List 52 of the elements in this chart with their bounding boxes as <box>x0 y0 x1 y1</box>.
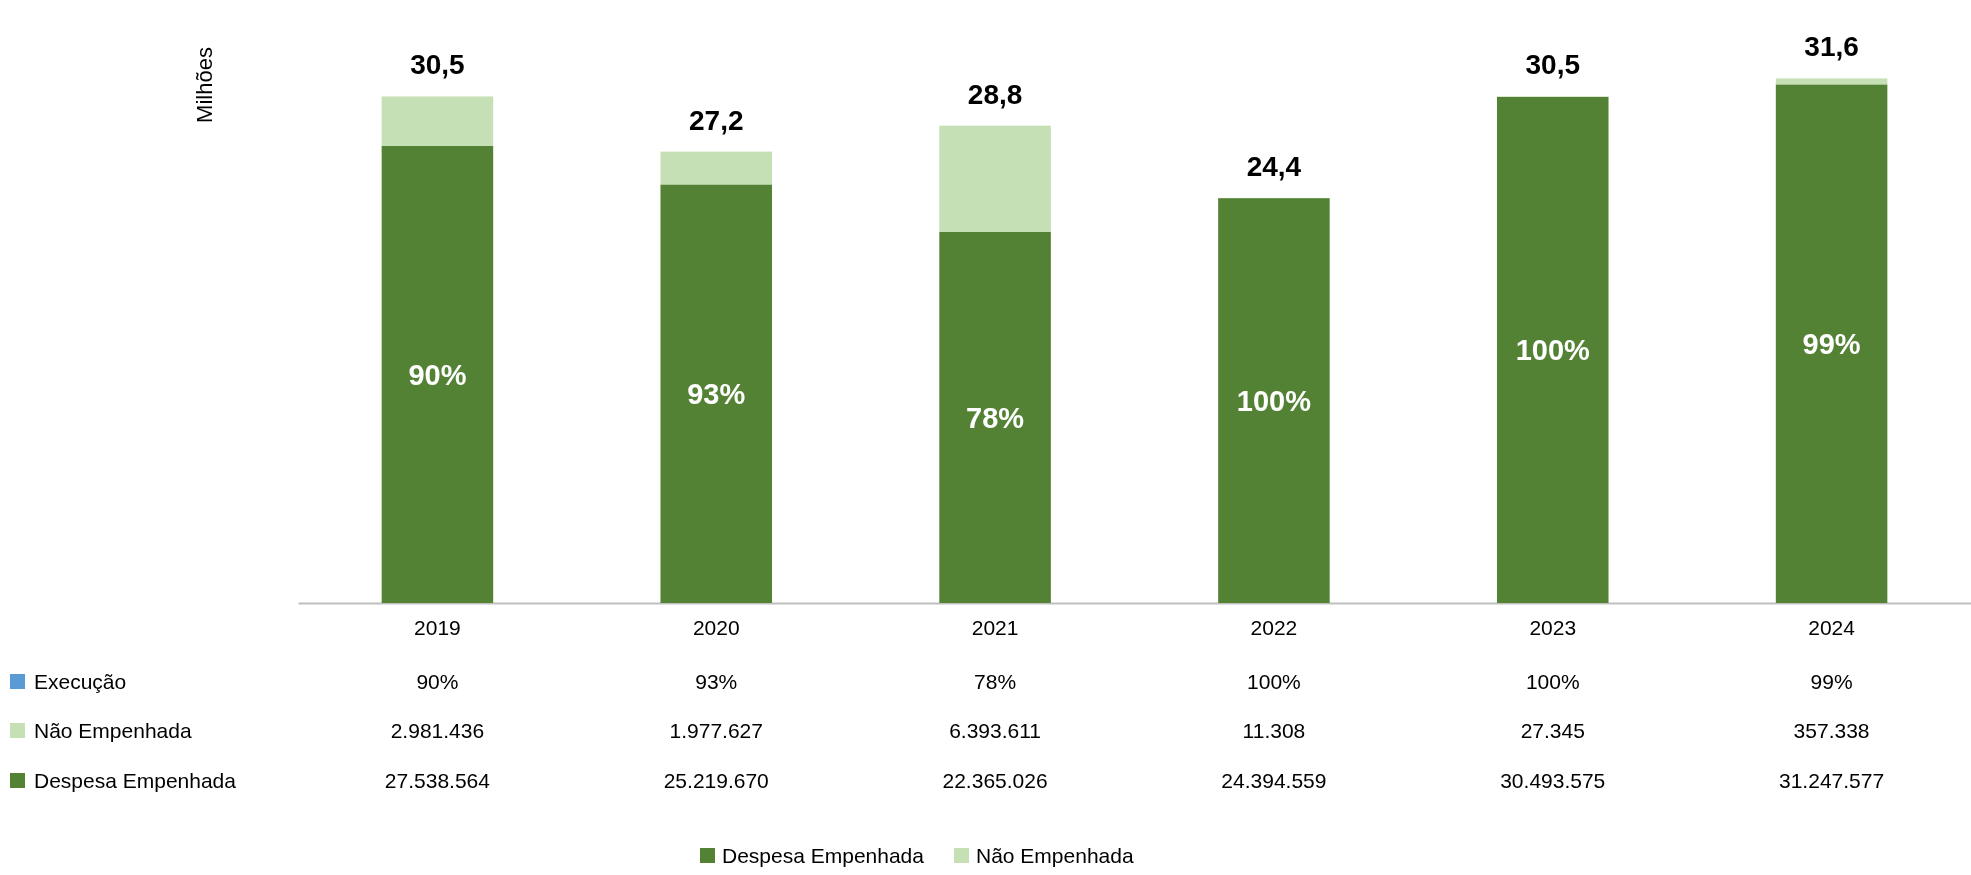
annotation: 24,4 <box>1246 150 1302 182</box>
annotation: 28,8 <box>967 78 1023 110</box>
data-label: 27.538.564 <box>384 769 491 792</box>
data-label: 22.365.026 <box>942 769 1048 792</box>
x-tick-label: 2023 <box>1529 616 1577 640</box>
text: 90% <box>416 670 459 693</box>
text: 78% <box>974 670 1017 693</box>
bar <box>660 151 773 185</box>
data-label: 31.247.577 <box>1779 769 1885 792</box>
bar <box>660 184 773 603</box>
bar <box>1775 84 1888 603</box>
data-label: 25.219.670 <box>663 769 769 792</box>
bar <box>1496 96 1609 603</box>
annotation: 90% <box>408 358 467 391</box>
bar <box>381 145 494 603</box>
annotation: 93% <box>687 377 746 410</box>
x-tick-label: 2022 <box>1250 616 1298 640</box>
y-axis-title: Milhões <box>192 47 217 123</box>
annotation: 30,5 <box>1525 49 1580 81</box>
x-tick-label: 2019 <box>414 616 461 640</box>
bar <box>1775 78 1888 85</box>
text: 99% <box>1810 670 1853 693</box>
bar <box>1218 198 1330 603</box>
annotation: 27,2 <box>689 104 744 136</box>
data-label: 24.394.559 <box>1221 769 1327 792</box>
text: Não Empenhada <box>975 844 1134 867</box>
legend-label: Não Empenhada <box>34 719 192 742</box>
data-label: 2.981.436 <box>390 719 485 742</box>
x-tick-label: 2024 <box>1808 616 1856 640</box>
text: 100% <box>1525 670 1580 693</box>
text: Execução <box>34 670 127 693</box>
text: 100% <box>1247 670 1301 693</box>
text: 93% <box>695 670 738 693</box>
data-label: 11.308 <box>1242 719 1306 742</box>
data-label: 27.345 <box>1520 719 1585 742</box>
data-label: 30.493.575 <box>1500 769 1606 792</box>
text: Despesa Empenhada <box>722 844 924 867</box>
legend-label: Despesa Empenhada <box>34 769 237 792</box>
annotation: 100% <box>1236 384 1312 417</box>
data-label: 357.338 <box>1793 719 1870 742</box>
annotation: 78% <box>966 401 1025 434</box>
annotation: 30,5 <box>410 49 465 81</box>
data-label: 6.393.611 <box>949 719 1042 742</box>
x-tick-label: 2020 <box>692 616 740 640</box>
data-label: 1.977.627 <box>669 719 763 742</box>
bar <box>939 125 1051 232</box>
annotation: 100% <box>1515 334 1591 367</box>
bar <box>381 96 494 146</box>
annotation: 99% <box>1802 327 1861 360</box>
annotation: 31,6 <box>1804 31 1859 63</box>
x-tick-label: 2021 <box>971 616 1019 640</box>
bar <box>939 231 1051 603</box>
